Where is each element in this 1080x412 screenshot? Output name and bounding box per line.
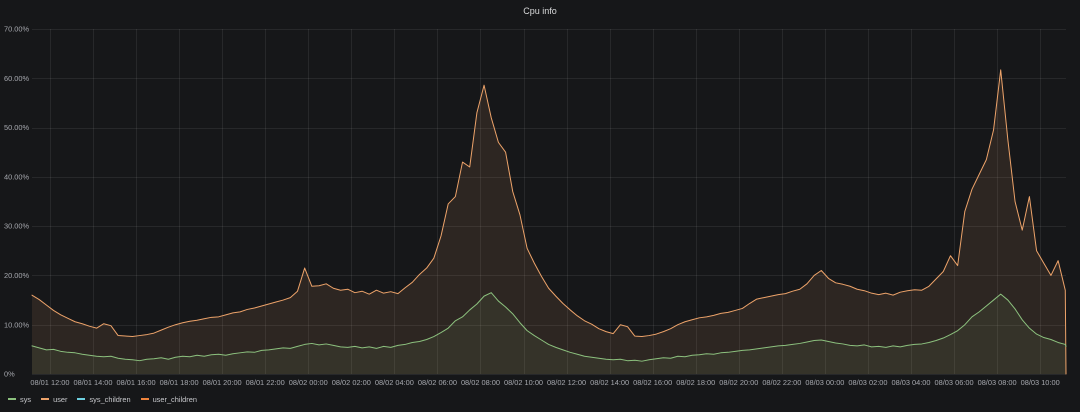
x-tick-label: 08/01 12:00 [30, 378, 69, 387]
x-tick-label: 08/03 04:00 [891, 378, 930, 387]
y-tick-label: 0% [4, 370, 15, 379]
y-axis: 0% 10.00% 20.00% 30.00% 40.00% 50.00% 60.00% 70… [4, 25, 29, 379]
x-tick-label: 08/02 00:00 [289, 378, 328, 387]
x-tick-label: 08/02 14:00 [590, 378, 629, 387]
x-tick-label: 08/01 14:00 [73, 378, 112, 387]
y-tick-label: 40.00% [4, 172, 29, 181]
x-tick-label: 08/02 06:00 [418, 378, 457, 387]
y-tick-label: 30.00% [4, 222, 29, 231]
x-tick-label: 08/02 22:00 [762, 378, 801, 387]
legend-item-user-children[interactable]: user_children [140, 394, 197, 404]
legend-item-user[interactable]: user [41, 395, 67, 404]
x-tick-label: 08/02 20:00 [719, 378, 758, 387]
legend-label-sys-children: sys_children [89, 394, 131, 404]
series-lines [31, 69, 1067, 375]
y-tick-label: 50.00% [4, 123, 29, 132]
x-tick-label: 08/02 16:00 [633, 378, 672, 387]
legend-swatch-user-children [140, 398, 149, 400]
series-line-sys [31, 292, 1067, 362]
x-tick-label: 08/03 02:00 [848, 378, 887, 387]
legend: sys user sys_children user_children [8, 393, 197, 405]
x-tick-label: 08/02 12:00 [547, 378, 586, 387]
panel-title[interactable]: Cpu info [523, 6, 557, 16]
legend-swatch-user [41, 398, 50, 400]
x-tick-label: 08/03 10:00 [1021, 378, 1060, 387]
y-tick-label: 20.00% [4, 271, 29, 280]
x-tick-label: 08/02 10:00 [504, 378, 543, 387]
x-tick-label: 08/03 08:00 [978, 378, 1017, 387]
x-tick-label: 08/02 18:00 [676, 378, 715, 387]
y-tick-label: 70.00% [4, 25, 29, 34]
legend-item-sys-children[interactable]: sys_children [77, 394, 131, 404]
series-line-user [31, 69, 1067, 375]
legend-swatch-sys [8, 398, 16, 400]
x-tick-label: 08/03 06:00 [935, 378, 974, 387]
legend-label-sys: sys [20, 394, 32, 404]
x-tick-label: 08/01 18:00 [160, 378, 199, 387]
x-tick-label: 08/03 00:00 [805, 378, 844, 387]
grid [32, 29, 1066, 375]
series-area-user [32, 69, 1066, 374]
x-tick-label: 08/01 16:00 [117, 378, 156, 387]
x-tick-label: 08/01 20:00 [203, 378, 242, 387]
x-tick-label: 08/01 22:00 [246, 378, 285, 387]
series-areas [32, 69, 1066, 374]
legend-label-user: user [53, 394, 68, 404]
x-tick-label: 08/02 04:00 [375, 378, 414, 387]
x-axis: 08/01 12:00 08/01 14:00 08/01 16:00 08/01 1… [30, 378, 1059, 387]
series-area-sys [32, 292, 1066, 374]
y-tick-label: 10.00% [4, 320, 29, 329]
legend-item-sys[interactable]: sys [8, 395, 31, 404]
legend-label-user-children: user_children [152, 394, 197, 404]
y-tick-label: 60.00% [4, 74, 29, 83]
legend-swatch-sys-children [77, 398, 86, 400]
x-tick-label: 08/02 02:00 [332, 378, 371, 387]
x-tick-label: 08/02 08:00 [461, 378, 500, 387]
